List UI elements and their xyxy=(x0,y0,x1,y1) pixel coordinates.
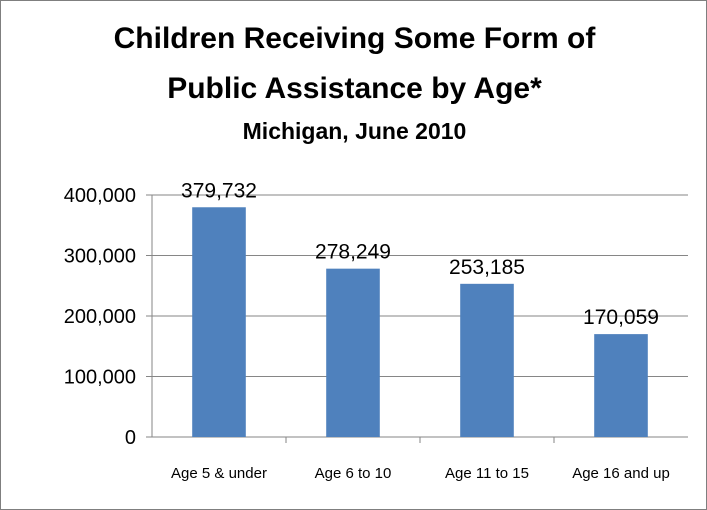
bar xyxy=(460,283,514,437)
chart-subtitle: Michigan, June 2010 xyxy=(242,118,467,144)
y-tick-label: 300,000 xyxy=(64,246,136,268)
data-label: 170,059 xyxy=(583,306,659,329)
x-tick-label: Age 6 to 10 xyxy=(315,465,392,482)
y-tick-label: 400,000 xyxy=(64,185,136,207)
data-label: 379,732 xyxy=(181,179,257,202)
y-tick-label: 100,000 xyxy=(64,367,136,389)
y-tick-label: 0 xyxy=(125,427,136,449)
y-tick-label: 200,000 xyxy=(64,306,136,328)
data-label: 253,185 xyxy=(449,256,525,279)
bar xyxy=(192,207,246,437)
chart-title-line-1: Children Receiving Some Form of xyxy=(113,22,596,55)
x-tick-label: Age 16 and up xyxy=(572,465,670,482)
bar xyxy=(326,268,380,437)
x-tick-label: Age 5 & under xyxy=(171,465,267,482)
data-label: 278,249 xyxy=(315,241,391,264)
x-tick-label: Age 11 to 15 xyxy=(445,465,529,482)
chart-title-line-2: Public Assistance by Age* xyxy=(167,72,542,105)
bar xyxy=(594,334,648,437)
